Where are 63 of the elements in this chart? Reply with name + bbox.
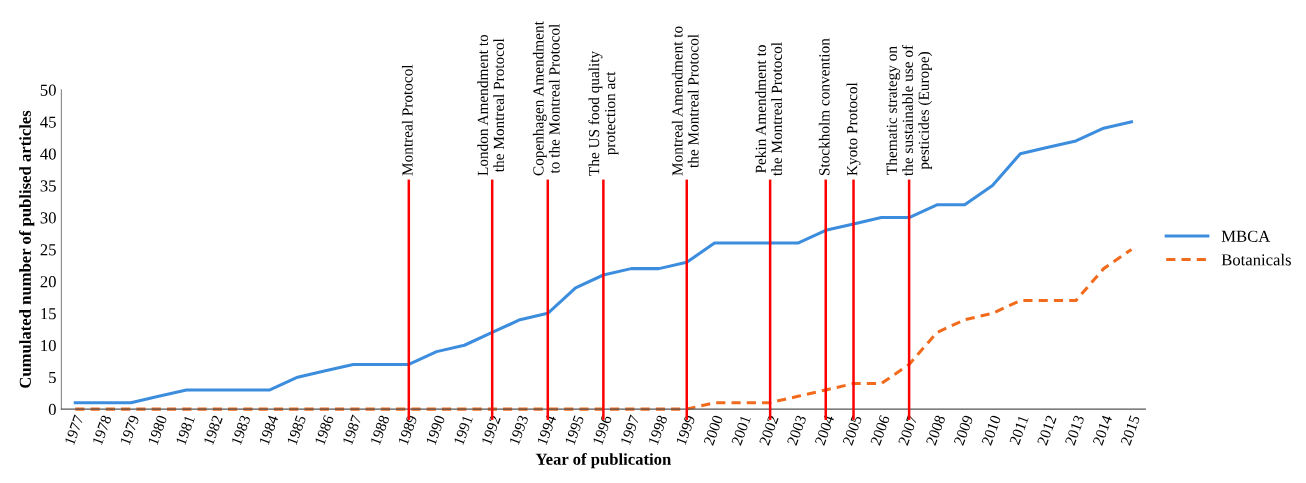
x-tick-label: 2000	[703, 414, 724, 446]
y-axis-title: Cumulated number of publised articles	[19, 110, 35, 388]
x-tick-label: 1984	[258, 414, 279, 446]
x-tick-label: 1991	[453, 414, 473, 446]
x-tick-label: 1983	[231, 414, 251, 446]
y-tick-label: 50	[40, 84, 56, 96]
ref-line-label: Montreal Protocol	[401, 64, 413, 176]
y-tick-label: 5	[49, 372, 56, 384]
x-tick-label: 2006	[870, 414, 890, 446]
x-tick-label: 1992	[481, 414, 501, 446]
y-tick-label: 0	[48, 403, 56, 416]
x-tick-label: 2008	[925, 414, 946, 446]
ref-line-label: Copenhagen Amendment to the Montreal Protocol	[532, 21, 560, 176]
x-tick-label: 2011	[1009, 414, 1029, 446]
ref-line-label: Thematic strategy on the sustainable use of pesticides (Europe)	[886, 44, 933, 176]
x-tick-label: 2007	[898, 414, 918, 446]
x-tick-label: 1998	[648, 414, 668, 446]
x-tick-label: 1999	[675, 414, 696, 446]
x-tick-label: 2002	[759, 414, 779, 446]
ref-line-label: The US food quality protection act	[588, 50, 619, 176]
x-tick-label: 2010	[981, 414, 1002, 446]
x-tick-label: 1982	[203, 414, 223, 446]
legend-label: MBCA	[1221, 230, 1271, 242]
ref-line-label: Montreal Amendment to the Montreal Protocol	[671, 26, 699, 176]
x-tick-label: 1986	[314, 414, 335, 446]
x-tick-label: 2015	[1120, 414, 1141, 446]
x-tick-label: 1997	[620, 414, 640, 446]
x-tick-label: 1987	[342, 414, 362, 446]
y-tick-label: 40	[40, 148, 56, 160]
x-axis-title: Year of publication	[535, 452, 672, 469]
x-tick-label: 1996	[592, 414, 613, 446]
y-tick-label: 20	[40, 276, 56, 288]
ref-line-label: London Amendment to the Montreal Protocol	[477, 34, 505, 176]
legend-label: Botanicals	[1221, 253, 1291, 266]
x-tick-label: 1988	[370, 414, 390, 446]
x-tick-label: 2003	[786, 414, 807, 446]
x-tick-label: 1989	[397, 414, 418, 446]
x-tick-label: 1981	[175, 414, 195, 446]
x-tick-label: 2005	[842, 414, 863, 446]
x-tick-label: 2009	[953, 414, 974, 446]
x-tick-label: 1977	[64, 414, 84, 446]
y-tick-label: 15	[41, 308, 56, 320]
x-tick-label: 2013	[1064, 414, 1085, 446]
x-tick-label: 1980	[147, 414, 168, 446]
y-tick-label: 10	[41, 339, 56, 352]
ref-line-label: Pekin Amendment to the Montreal Protocol	[755, 42, 782, 176]
x-tick-label: 1995	[564, 414, 585, 446]
x-tick-label: 1990	[425, 414, 446, 446]
x-tick-label: 2014	[1092, 414, 1113, 446]
x-tick-label: 1994	[536, 414, 557, 446]
y-tick-label: 35	[40, 180, 56, 192]
y-tick-label: 25	[40, 244, 56, 256]
y-tick-label: 30	[40, 212, 56, 224]
x-tick-label: 1979	[120, 414, 140, 446]
x-tick-label: 1985	[286, 414, 307, 446]
line-series	[73, 247, 1133, 411]
ref-line-label: Kyoto Protocol	[846, 82, 861, 176]
x-tick-label: 2012	[1036, 414, 1057, 446]
x-tick-label: 1978	[92, 414, 112, 446]
x-tick-label: 1993	[509, 414, 529, 446]
y-tick-label: 45	[40, 116, 56, 128]
ref-line-label: Stockholm convention	[818, 38, 830, 176]
x-tick-label: 2001	[731, 414, 751, 446]
